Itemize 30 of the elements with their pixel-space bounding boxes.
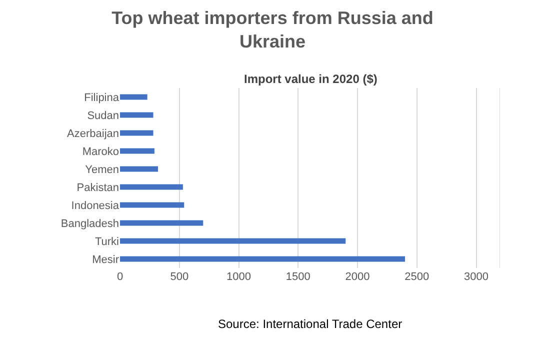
bar bbox=[120, 220, 204, 226]
x-tick-label: 500 bbox=[170, 271, 189, 283]
y-tick-label: Maroko bbox=[82, 146, 119, 158]
bar bbox=[120, 94, 148, 100]
y-tick-label: Indonesia bbox=[71, 200, 120, 212]
bar bbox=[120, 202, 184, 208]
y-tick-label: Turki bbox=[94, 236, 119, 248]
bar bbox=[120, 166, 158, 172]
chart-title: Top wheat importers from Russia and Ukraine bbox=[112, 8, 434, 52]
x-tick-label: 2500 bbox=[404, 271, 430, 283]
bar bbox=[120, 148, 154, 154]
y-tick-label: Filipina bbox=[84, 92, 120, 104]
x-tick-label: 1000 bbox=[226, 271, 251, 283]
y-tick-label: Mesir bbox=[92, 254, 120, 266]
source-note: Source: International Trade Center bbox=[218, 317, 402, 331]
chart-subtitle: Import value in 2020 ($) bbox=[244, 72, 378, 86]
y-tick-label: Sudan bbox=[87, 110, 119, 122]
bar bbox=[120, 184, 183, 190]
y-tick-label: Yemen bbox=[85, 164, 119, 176]
y-tick-label: Pakistan bbox=[76, 182, 119, 194]
bar bbox=[120, 112, 154, 118]
bar bbox=[120, 256, 405, 262]
bar bbox=[120, 238, 346, 244]
bar bbox=[120, 130, 154, 136]
x-tick-label: 0 bbox=[116, 271, 124, 283]
y-tick-label: Bangladesh bbox=[60, 218, 119, 230]
x-tick-label: 1500 bbox=[286, 271, 310, 283]
y-tick-label: Azerbaijan bbox=[67, 128, 119, 140]
x-tick-label: 2000 bbox=[345, 271, 370, 283]
x-tick-label: 3000 bbox=[464, 271, 488, 283]
